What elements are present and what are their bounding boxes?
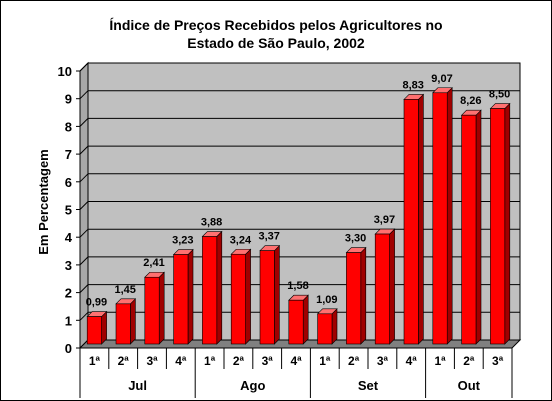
data-label: 3,30 xyxy=(345,233,366,245)
bar xyxy=(374,233,390,345)
group-label: Set xyxy=(358,378,379,393)
bar-side xyxy=(216,230,223,345)
bar-side xyxy=(158,271,165,345)
y-tick-label: 10 xyxy=(58,64,72,79)
bar-side xyxy=(302,294,309,345)
chart-title-line-1: Índice de Preços Recebidos pelos Agricul… xyxy=(109,17,442,33)
gridline-side xyxy=(79,201,89,210)
data-label: 3,37 xyxy=(258,231,279,243)
data-label: 1,45 xyxy=(114,284,135,296)
y-tick-label: 6 xyxy=(65,175,72,190)
bar-side xyxy=(274,244,280,345)
x-tick-label: 1ª xyxy=(89,354,101,368)
gridline-side xyxy=(79,145,89,155)
bar-side xyxy=(331,308,338,345)
data-label: 8,50 xyxy=(489,89,510,101)
bar-side xyxy=(504,102,511,345)
x-tick-label: 2ª xyxy=(463,354,475,368)
data-label: 3,23 xyxy=(172,235,193,247)
y-tick-label: 2 xyxy=(65,286,72,301)
y-tick-label: 5 xyxy=(65,203,72,218)
bar xyxy=(259,250,275,345)
bar xyxy=(115,303,131,345)
y-tick-label: 0 xyxy=(65,341,72,356)
bar xyxy=(86,316,102,345)
bar-side xyxy=(418,93,424,345)
bar xyxy=(144,276,160,345)
bar xyxy=(432,92,448,345)
bar-side xyxy=(360,246,367,345)
y-tick-label: 8 xyxy=(65,119,72,134)
x-tick-label: 4ª xyxy=(175,354,187,368)
x-tick-label: 1ª xyxy=(434,354,446,368)
y-tick-label: 3 xyxy=(65,258,72,273)
bar xyxy=(403,99,419,345)
gridline-side xyxy=(79,62,89,72)
bar xyxy=(230,253,246,345)
data-label: 8,26 xyxy=(460,95,481,107)
gridline-side xyxy=(79,311,89,321)
gridline-side xyxy=(79,284,89,293)
bar xyxy=(202,236,218,345)
bar-side xyxy=(130,298,136,345)
x-tick-label: 1ª xyxy=(319,354,331,368)
y-tick-label: 9 xyxy=(65,92,72,107)
x-tick-label: 3ª xyxy=(492,354,504,368)
x-tick-label: 2ª xyxy=(118,354,130,368)
bar-side xyxy=(245,248,251,345)
bar xyxy=(317,313,333,345)
data-label: 3,24 xyxy=(230,234,252,246)
x-tick-label: 3ª xyxy=(146,354,158,368)
y-tick-label: 7 xyxy=(65,147,72,162)
x-tick-label: 4ª xyxy=(290,354,302,368)
gridline-side xyxy=(79,173,89,183)
x-tick-label: 1ª xyxy=(204,354,216,368)
bar xyxy=(288,299,304,345)
gridline-side xyxy=(79,228,89,238)
group-label: Ago xyxy=(240,378,265,393)
bar xyxy=(461,114,477,345)
group-label: Jul xyxy=(128,378,147,393)
x-tick-label: 3ª xyxy=(262,354,274,368)
chart-title-line-2: Estado de São Paulo, 2002 xyxy=(187,35,365,51)
data-label: 8,83 xyxy=(402,79,423,91)
bar-side xyxy=(475,109,482,345)
gridline-side xyxy=(79,90,89,100)
group-label: Out xyxy=(458,378,481,393)
y-tick-label: 1 xyxy=(65,313,72,328)
data-label: 1,58 xyxy=(287,280,308,292)
data-label: 0,99 xyxy=(86,297,107,309)
x-tick-label: 2ª xyxy=(233,354,245,368)
x-tick-label: 2ª xyxy=(348,354,360,368)
plot-area: 0 1 2 3 4 5 6 7 8 9 10 0,99 1,45 2,41 3,23 3,88 3,24 3,37… xyxy=(58,61,522,398)
x-tick-label: 4ª xyxy=(406,354,418,368)
bar-side xyxy=(187,248,194,345)
x-tick-label: 3ª xyxy=(377,354,389,368)
y-axis-label: Em Percentagem xyxy=(36,149,51,255)
bar xyxy=(173,254,189,345)
bar-side xyxy=(389,228,395,345)
data-label: 3,97 xyxy=(374,214,395,226)
gridline-side xyxy=(79,256,89,266)
bar-side xyxy=(446,87,453,345)
data-label: 1,09 xyxy=(316,294,337,306)
data-label: 9,07 xyxy=(431,73,452,85)
data-label: 3,88 xyxy=(201,217,222,229)
gridline-side xyxy=(79,118,89,127)
y-tick-label: 4 xyxy=(65,230,73,245)
bar-side xyxy=(101,310,107,345)
data-label: 2,41 xyxy=(143,257,164,269)
bar xyxy=(346,252,362,345)
bar xyxy=(490,108,506,345)
